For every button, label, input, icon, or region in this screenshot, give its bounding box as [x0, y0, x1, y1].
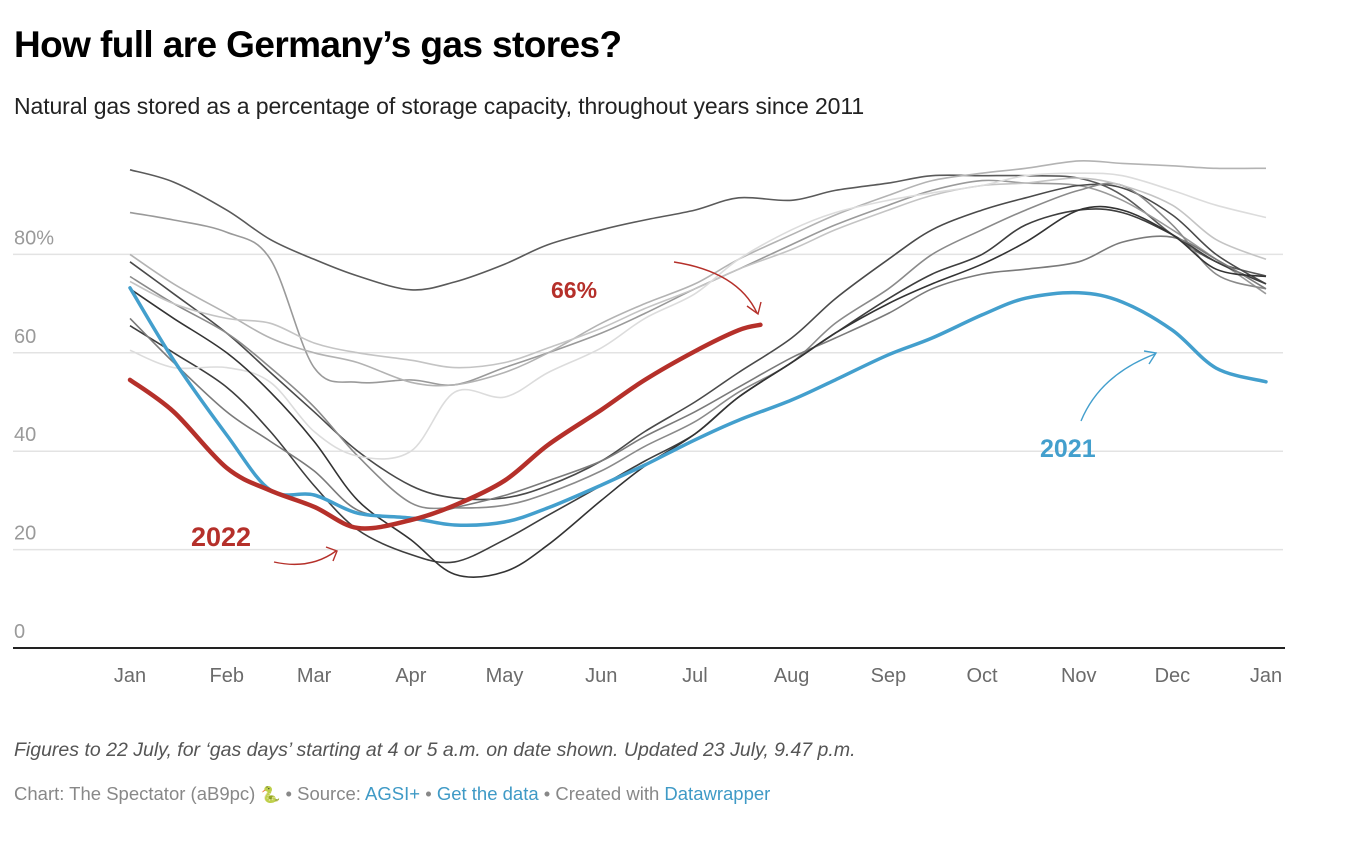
x-tick-label: Oct: [966, 665, 998, 687]
x-axis-ticks: Jan Feb Mar Apr May Jun Jul Aug Sep Oct Nov Dec Jan: [114, 665, 1282, 687]
x-tick-label: Jan: [114, 665, 146, 687]
x-tick-label: Feb: [210, 665, 244, 687]
annotation-2022-arrow: [273, 550, 337, 566]
series-line-2022: [127, 322, 763, 531]
y-tick-label: 80%: [14, 227, 54, 249]
annotation-2022-label: 2022: [191, 522, 251, 552]
separator: •: [425, 783, 432, 804]
highlight-year-lines: [127, 286, 1268, 531]
x-tick-label: Mar: [297, 665, 332, 687]
series-line-background: [129, 159, 1267, 387]
y-tick-label: 60: [14, 326, 36, 348]
annotation-66pct-arrow: [673, 261, 758, 314]
series-line-2021: [128, 286, 1268, 527]
y-tick-label: 0: [14, 621, 25, 643]
chart-byline: Chart: The Spectator (aB9pc) 🐍 • Source:…: [14, 783, 770, 805]
datawrapper-link[interactable]: Datawrapper: [664, 783, 771, 804]
source-link-agsi[interactable]: AGSI+: [365, 783, 421, 804]
separator: •: [285, 783, 292, 804]
series-line-background: [129, 169, 1267, 291]
y-tick-label: 40: [14, 424, 36, 446]
gridlines: [13, 253, 1283, 551]
series-line-background: [129, 177, 1267, 369]
annotation-66pct-arrowhead: [746, 301, 762, 316]
y-axis-ticks: 0 20 40 60 80%: [14, 227, 54, 643]
created-with-label: Created with: [555, 783, 660, 804]
y-tick-label: 20: [14, 523, 36, 545]
annotation-2021-arrowhead: [1143, 350, 1158, 365]
series-line-background: [129, 172, 1267, 460]
background-year-lines: [129, 159, 1267, 578]
x-tick-label: Jan: [1250, 665, 1282, 687]
separator: •: [543, 783, 551, 804]
annotation-66pct-label: 66%: [551, 277, 597, 303]
line-chart: 0 20 40 60 80% Jan Feb Mar Apr May Jun Jul Aug Sep Oc…: [13, 159, 1285, 687]
x-tick-label: Apr: [395, 665, 426, 687]
chart-subtitle: Natural gas stored as a percentage of st…: [14, 93, 865, 119]
x-tick-label: Sep: [871, 665, 907, 687]
x-tick-label: Dec: [1155, 665, 1191, 687]
x-tick-label: Jul: [682, 665, 708, 687]
x-tick-label: Aug: [774, 665, 810, 687]
series-line-background: [129, 235, 1267, 519]
source-label: Source:: [297, 783, 361, 804]
snake-icon: 🐍: [260, 787, 281, 804]
x-tick-label: Nov: [1061, 665, 1097, 687]
series-line-background: [129, 182, 1267, 510]
series-line-background: [129, 208, 1267, 564]
x-tick-label: May: [486, 665, 524, 687]
annotation-2022-arrowhead: [325, 546, 338, 562]
x-tick-label: Jun: [585, 665, 617, 687]
chart-title: How full are Germany’s gas stores?: [14, 24, 622, 65]
get-the-data-link[interactable]: Get the data: [436, 783, 539, 804]
series-line-background: [129, 183, 1267, 501]
chart-notes: Figures to 22 July, for ‘gas days’ start…: [14, 739, 856, 761]
chart-credit: Chart: The Spectator (aB9pc): [14, 783, 256, 804]
series-line-background: [129, 205, 1267, 578]
annotation-2021-arrow: [1080, 353, 1156, 422]
annotation-2021-label: 2021: [1040, 435, 1096, 463]
